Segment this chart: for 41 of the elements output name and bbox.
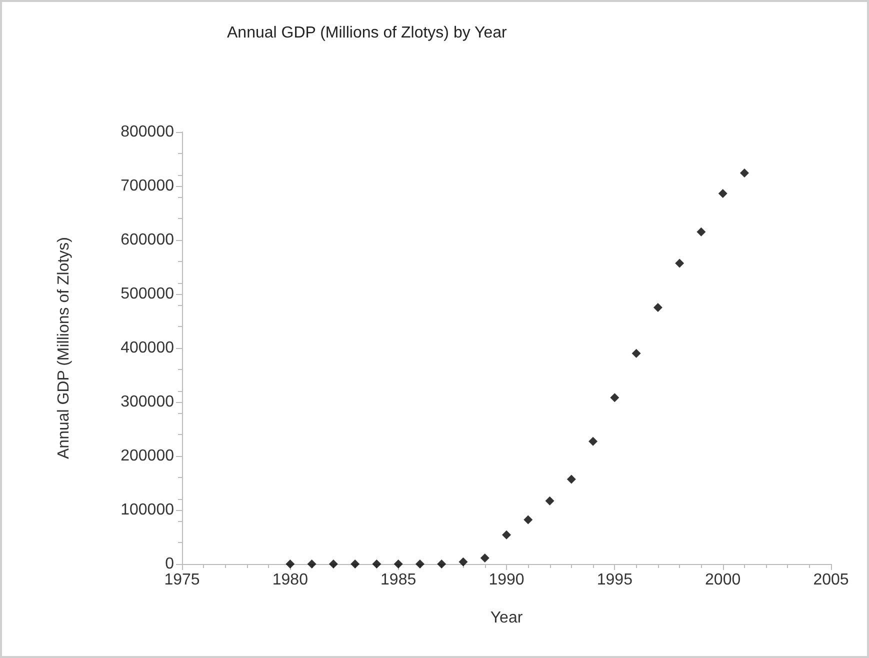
- x-axis-title: Year: [490, 610, 524, 626]
- y-tick-label: 600000: [120, 232, 174, 248]
- chart-title: Annual GDP (Millions of Zlotys) by Year: [227, 24, 508, 42]
- point: [415, 560, 424, 568]
- point: [675, 258, 684, 268]
- point: [372, 560, 382, 568]
- x-tick-label: 1995: [596, 572, 633, 588]
- y-tick-label: 200000: [120, 448, 174, 464]
- y-axis-title: Annual GDP (Millions of Zlotys): [56, 237, 72, 459]
- point: [394, 560, 403, 568]
- point: [286, 560, 295, 568]
- point: [718, 189, 728, 198]
- point: [740, 168, 749, 178]
- x-tick-label: 1975: [164, 572, 200, 588]
- point: [524, 515, 533, 524]
- point: [458, 557, 468, 566]
- y-tick-label: 400000: [120, 340, 174, 356]
- point: [545, 496, 554, 506]
- y-tick-label: 0: [165, 556, 174, 572]
- x-tick-label: 2005: [813, 572, 849, 588]
- point: [328, 560, 338, 568]
- y-tick-label: 100000: [120, 502, 174, 518]
- point: [502, 530, 511, 540]
- y-tick-label: 500000: [120, 286, 174, 302]
- point: [350, 560, 360, 568]
- point: [566, 474, 576, 484]
- y-tick-label: 700000: [120, 178, 174, 194]
- point: [653, 303, 662, 312]
- point: [588, 436, 598, 446]
- y-tick-label: 800000: [120, 124, 174, 140]
- point: [610, 393, 620, 402]
- y-tick-label: 300000: [120, 394, 174, 410]
- x-tick-label: 1980: [272, 572, 308, 588]
- point: [307, 560, 316, 568]
- point: [632, 348, 641, 358]
- x-tick-label: 1990: [488, 572, 524, 588]
- point: [480, 554, 490, 563]
- point: [437, 560, 446, 568]
- point: [696, 227, 706, 236]
- x-tick-label: 1985: [380, 572, 416, 588]
- x-tick-label: 2000: [705, 572, 741, 588]
